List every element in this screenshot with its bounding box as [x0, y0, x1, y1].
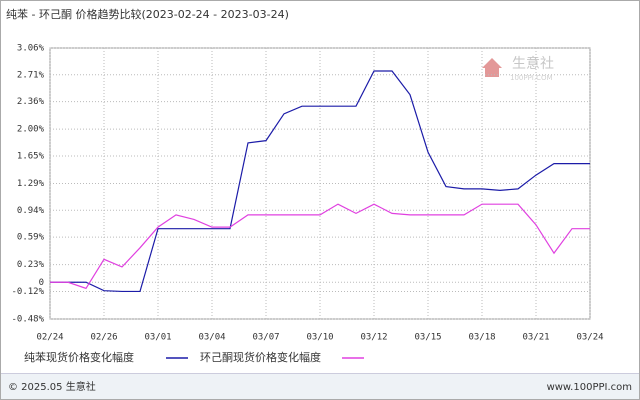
y-tick-label: 1.29%	[17, 179, 45, 189]
footer-left: © 2025.05 生意社	[8, 380, 96, 393]
series-line	[50, 70, 590, 293]
y-tick-label: 3.06%	[17, 44, 45, 54]
legend-label: 环己酮现货价格变化幅度	[200, 350, 321, 364]
watermark-site: 100PPI.COM	[510, 74, 553, 82]
series-line	[50, 203, 590, 290]
y-tick-label: 0.59%	[17, 233, 45, 243]
x-tick-label: 02/26	[90, 333, 117, 343]
x-tick-label: 02/24	[36, 333, 63, 343]
footer-bar	[1, 374, 639, 399]
y-tick-label: -0.12%	[11, 287, 44, 297]
x-tick-label: 03/21	[522, 333, 549, 343]
y-tick-label: 2.00%	[17, 125, 45, 135]
legend-label: 纯苯现货价格变化幅度	[24, 350, 134, 364]
y-tick-label: 0.23%	[17, 260, 45, 270]
y-tick-label: 1.65%	[17, 151, 45, 161]
x-tick-label: 03/01	[144, 333, 171, 343]
y-tick-label: 2.36%	[17, 97, 45, 107]
x-tick-label: 03/07	[252, 333, 279, 343]
footer-right: www.100PPI.com	[547, 382, 632, 393]
y-tick-label: 0.94%	[17, 206, 45, 216]
x-tick-label: 03/10	[306, 333, 333, 343]
y-tick-label: 0	[39, 278, 44, 288]
x-tick-label: 03/12	[360, 333, 387, 343]
watermark-name: 生意社	[512, 55, 554, 72]
watermark-icon	[482, 58, 502, 77]
x-tick-label: 03/04	[198, 333, 225, 343]
y-tick-label: 2.71%	[17, 70, 45, 80]
x-tick-label: 03/15	[414, 333, 441, 343]
x-tick-label: 03/24	[576, 333, 603, 343]
chart-title: 纯苯 - 环己酮 价格趋势比较(2023-02-24 - 2023-03-24)	[6, 7, 289, 21]
x-tick-label: 03/18	[468, 333, 495, 343]
y-tick-label: -0.48%	[11, 315, 44, 325]
watermark: 生意社 100PPI.COM	[482, 55, 554, 82]
